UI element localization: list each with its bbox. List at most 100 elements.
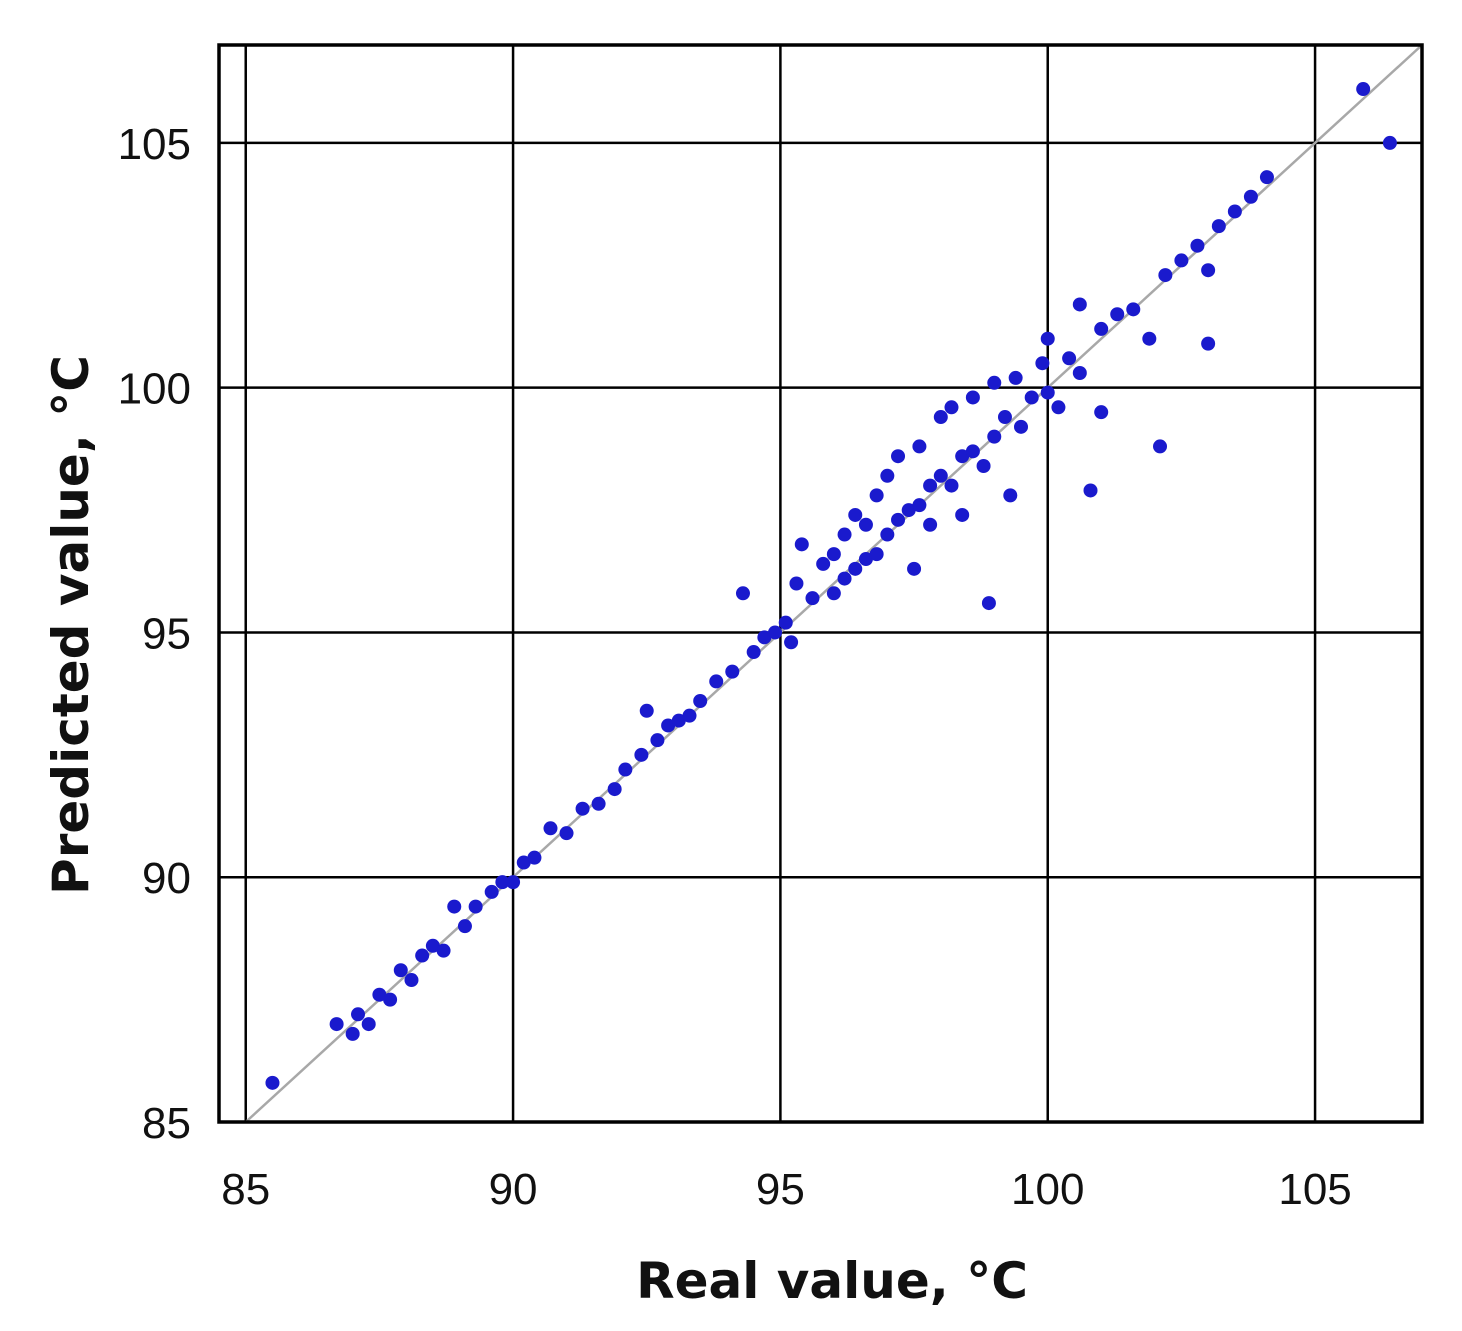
data-point (912, 439, 927, 454)
data-point (1201, 263, 1216, 278)
data-point (1243, 189, 1258, 204)
x-tick-label: 100 (1011, 1165, 1084, 1214)
data-point (848, 561, 863, 576)
x-tick-label: 85 (221, 1165, 270, 1214)
data-point (607, 782, 622, 797)
data-point (725, 664, 740, 679)
data-point (816, 556, 831, 571)
data-point (955, 449, 970, 464)
plot-frame (217, 43, 1424, 1124)
data-point (1153, 439, 1168, 454)
data-point (1142, 331, 1157, 346)
y-tick-label: 85 (142, 1099, 191, 1148)
data-point (944, 478, 959, 493)
y-tick-label: 95 (142, 609, 191, 658)
data-point (1094, 321, 1109, 336)
data-point (891, 449, 906, 464)
data-point (858, 517, 873, 532)
data-point (372, 987, 387, 1002)
data-point (869, 488, 884, 503)
data-point (575, 801, 590, 816)
data-point (891, 512, 906, 527)
data-point (789, 576, 804, 591)
data-point (858, 552, 873, 567)
data-point (965, 390, 980, 405)
data-point (425, 938, 440, 953)
data-point (880, 527, 895, 542)
data-point (869, 547, 884, 562)
data-point (1227, 204, 1242, 219)
data-point (955, 507, 970, 522)
data-point (506, 875, 521, 890)
data-point (907, 561, 922, 576)
data-point (591, 796, 606, 811)
x-tick-label: 90 (489, 1165, 538, 1214)
data-point (345, 1026, 360, 1041)
data-point (1201, 336, 1216, 351)
data-point (981, 596, 996, 611)
data-point (634, 747, 649, 762)
data-point (837, 527, 852, 542)
data-point (671, 713, 686, 728)
data-point (661, 718, 676, 733)
data-point (912, 498, 927, 513)
y-axis-label: Predicted value, °C (42, 355, 100, 895)
data-point (265, 1075, 280, 1090)
data-point (757, 630, 772, 645)
data-point (650, 733, 665, 748)
x-tick-label: 105 (1278, 1165, 1351, 1214)
x-tick-label: 95 (756, 1165, 805, 1214)
data-point (933, 410, 948, 425)
data-point (1051, 400, 1066, 415)
data-point (944, 400, 959, 415)
grid-lines (219, 45, 1422, 1124)
data-point (639, 703, 654, 718)
data-point (826, 547, 841, 562)
data-point (1259, 170, 1274, 185)
data-point (987, 429, 1002, 444)
data-point (997, 410, 1012, 425)
data-point (901, 503, 916, 518)
data-point (933, 468, 948, 483)
y-tick-label: 105 (118, 120, 191, 169)
data-point (848, 507, 863, 522)
y-tick-label: 100 (118, 365, 191, 414)
data-point (768, 625, 783, 640)
data-point (1035, 356, 1050, 371)
data-point (880, 468, 895, 483)
data-point (351, 1007, 366, 1022)
x-axis-label: Real value, °C (636, 1252, 1028, 1310)
data-point (794, 537, 809, 552)
data-point (1190, 238, 1205, 253)
data-point (826, 586, 841, 601)
data-point (393, 963, 408, 978)
data-point (484, 884, 499, 899)
data-point (329, 1017, 344, 1032)
data-point (1040, 385, 1055, 400)
data-point (965, 444, 980, 459)
data-point (1211, 219, 1226, 234)
data-point (1008, 370, 1023, 385)
data-point (987, 375, 1002, 390)
data-point (778, 615, 793, 630)
data-point (516, 855, 531, 870)
data-point (693, 693, 708, 708)
data-point (923, 517, 938, 532)
data-point (447, 899, 462, 914)
data-point (436, 943, 451, 958)
data-point (1014, 419, 1028, 434)
data-point (383, 992, 398, 1007)
data-point (1062, 351, 1077, 366)
data-point (1110, 307, 1125, 322)
data-point (1158, 268, 1173, 283)
data-point (784, 635, 799, 650)
data-point (709, 674, 724, 689)
data-point (1356, 82, 1371, 97)
x-tick-labels: 85 90 95 100 105 (221, 1165, 1352, 1214)
data-point (976, 459, 991, 474)
data-point (468, 899, 483, 914)
data-point (1072, 297, 1087, 312)
data-point (1174, 253, 1189, 268)
data-point (1040, 331, 1055, 346)
